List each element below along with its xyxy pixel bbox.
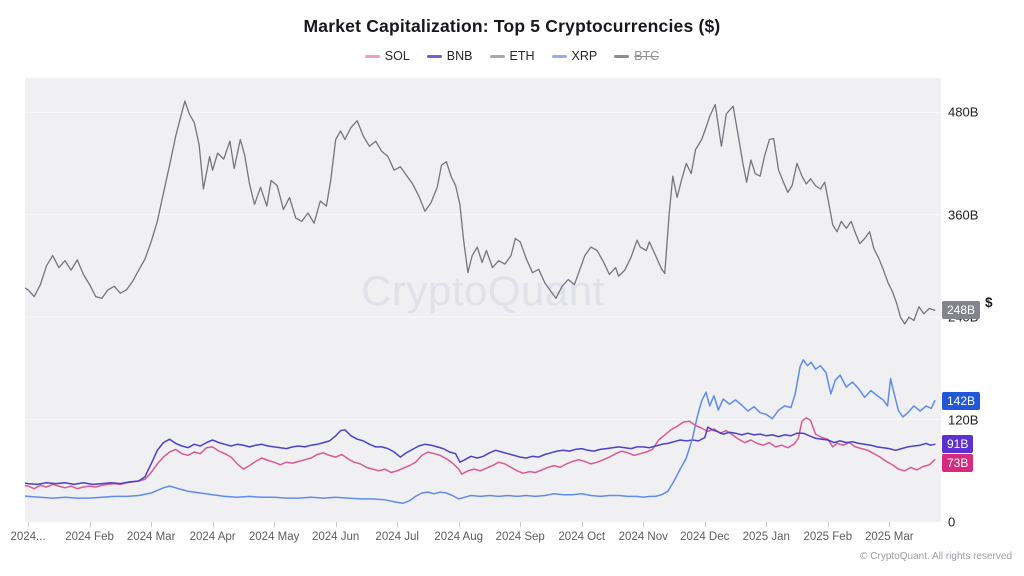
legend-swatch-bnb <box>426 54 442 58</box>
y-tick-label: 360B <box>948 207 979 223</box>
x-tick-label: 2025 Feb <box>803 531 853 543</box>
legend-label: BTC <box>634 49 660 63</box>
x-tick-mark <box>889 522 891 527</box>
legend-item-btc[interactable]: BTC <box>614 49 659 63</box>
legend-label: ETH <box>509 49 535 63</box>
series-line-xrp <box>25 359 936 504</box>
x-tick-mark <box>766 522 768 527</box>
x-tick-label: 2024 Aug <box>434 531 483 543</box>
legend-label: BNB <box>446 49 473 63</box>
x-tick-mark <box>335 522 337 527</box>
x-tick-label: 2025 Mar <box>865 531 914 543</box>
x-tick-label: 2024 Sep <box>495 531 545 543</box>
x-tick-label: 2025 Jan <box>742 531 790 543</box>
series-line-sol <box>25 417 936 490</box>
chart-title: Market Capitalization: Top 5 Cryptocurre… <box>303 16 721 36</box>
plot-area[interactable]: CryptoQuant <box>25 78 941 522</box>
legend-swatch-xrp <box>551 54 567 58</box>
x-tick-mark <box>581 522 583 527</box>
x-tick-label: 2024 Dec <box>680 531 730 543</box>
x-tick-mark <box>89 522 91 527</box>
legend-label: XRP <box>571 49 598 63</box>
legend-item-bnb[interactable]: BNB <box>426 49 473 63</box>
x-tick-label: 2024 May <box>248 531 300 543</box>
x-tick-label: 2024 Nov <box>618 531 668 543</box>
legend: SOL BNB ETH XRP BTC <box>0 49 1024 63</box>
x-tick-label: 2024 Oct <box>558 531 606 543</box>
x-tick-mark <box>28 522 30 527</box>
currency-usd-icon[interactable]: $ <box>985 295 993 310</box>
legend-item-eth[interactable]: ETH <box>489 49 535 63</box>
legend-swatch-eth <box>489 54 505 58</box>
series-line-bnb <box>25 426 936 486</box>
x-tick-mark <box>212 522 214 527</box>
watermark: CryptoQuant <box>361 267 605 314</box>
x-tick-label: 2024 Jun <box>311 531 360 543</box>
legend-label: SOL <box>384 49 410 63</box>
x-tick-mark <box>643 522 645 527</box>
legend-swatch-sol <box>364 54 380 58</box>
chart-canvas[interactable] <box>25 78 941 522</box>
x-tick-label: 2024 Apr <box>189 531 236 543</box>
y-tick-label: 0 <box>948 514 956 530</box>
copyright-text: © CryptoQuant. All rights reserved <box>860 551 1012 562</box>
x-tick-mark <box>827 522 829 527</box>
value-badge-xrp: 142B <box>942 391 981 410</box>
x-tick-mark <box>274 522 276 527</box>
x-tick-label: 2024... <box>10 531 46 543</box>
x-tick-label: 2024 Jul <box>375 531 419 543</box>
legend-item-sol[interactable]: SOL <box>364 49 410 63</box>
x-tick-mark <box>520 522 522 527</box>
value-badge-bnb: 91B <box>942 435 974 454</box>
legend-swatch-btc <box>614 54 630 58</box>
value-badge-eth: 248B <box>942 301 981 320</box>
x-tick-label: 2024 Feb <box>65 531 114 543</box>
y-tick-label: 120B <box>948 412 979 428</box>
x-tick-mark <box>151 522 153 527</box>
series-line-eth <box>25 100 936 325</box>
value-badge-sol: 73B <box>942 454 974 473</box>
x-tick-mark <box>704 522 706 527</box>
legend-item-xrp[interactable]: XRP <box>551 49 598 63</box>
x-tick-mark <box>458 522 460 527</box>
y-tick-label: 480B <box>948 104 979 120</box>
x-tick-label: 2024 Mar <box>126 531 176 543</box>
x-tick-mark <box>397 522 399 527</box>
